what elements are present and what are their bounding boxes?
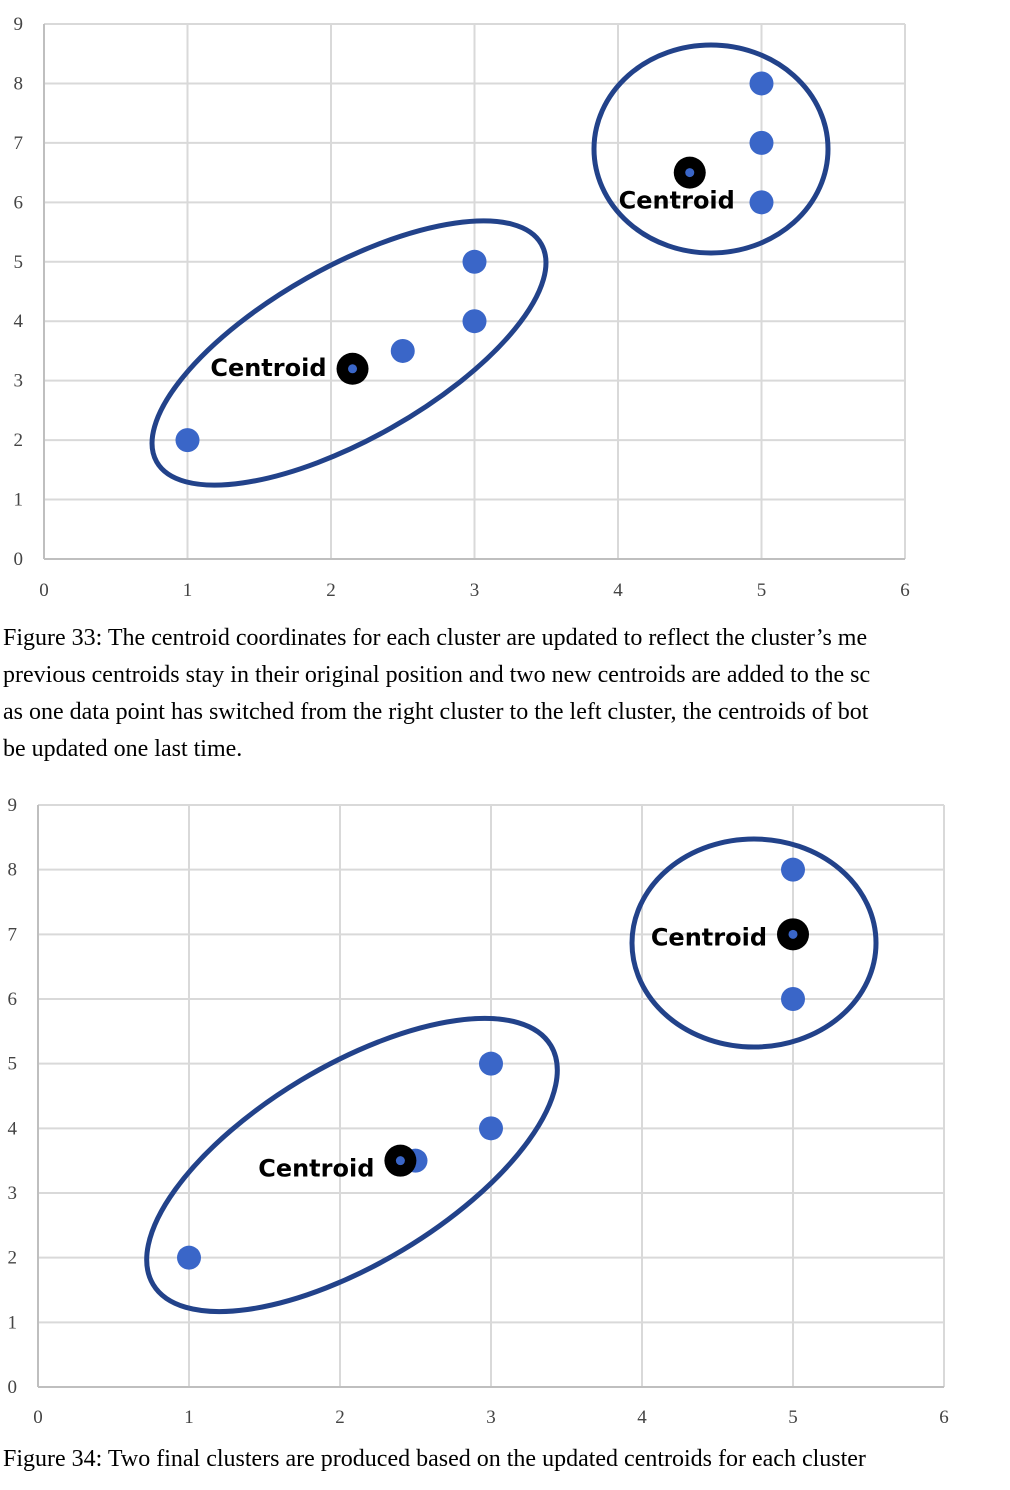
y-tick-label: 9 (8, 795, 18, 816)
y-tick-label: 5 (14, 252, 24, 273)
x-tick-label: 5 (788, 1407, 798, 1428)
x-tick-label: 0 (33, 1407, 43, 1428)
x-tick-label: 3 (470, 580, 480, 600)
centroid-marker-dot (348, 364, 358, 374)
x-tick-label: 1 (184, 1407, 194, 1428)
centroid-marker-dot (395, 1156, 405, 1166)
y-tick-label: 2 (8, 1248, 18, 1269)
y-tick-label: 3 (14, 371, 24, 392)
x-tick-label: 2 (326, 580, 336, 600)
y-tick-label: 8 (8, 860, 18, 881)
y-tick-label: 4 (14, 311, 24, 332)
y-tick-label: 6 (14, 192, 24, 213)
y-tick-label: 0 (8, 1377, 18, 1398)
caption-line: as one data point has switched from the … (3, 699, 869, 725)
x-tick-label: 6 (939, 1407, 949, 1428)
x-tick-label: 6 (900, 580, 910, 600)
data-point (177, 1245, 201, 1270)
data-point (781, 857, 805, 882)
cluster-ellipse (144, 1015, 560, 1315)
centroid-label: Centroid (619, 187, 735, 215)
data-point (462, 309, 487, 334)
y-tick-label: 8 (14, 73, 24, 94)
centroid-label: Centroid (210, 354, 326, 382)
data-point (749, 130, 774, 155)
data-point (479, 1051, 503, 1076)
cluster-ellipse (149, 218, 549, 488)
x-tick-label: 4 (637, 1407, 647, 1428)
x-tick-label: 0 (39, 580, 49, 600)
data-point (175, 428, 200, 453)
y-tick-label: 6 (8, 989, 18, 1010)
data-point (749, 71, 774, 96)
y-tick-label: 7 (8, 924, 18, 945)
cluster-ellipse (591, 42, 831, 256)
caption-line: Figure 33: The centroid coordinates for … (3, 625, 868, 651)
y-tick-label: 2 (14, 430, 24, 451)
caption-line: be updated one last time. (3, 736, 243, 762)
scatter-chart-figure-34: 0 1 2 3 4 5 6 7 8 9 0 1 2 3 4 5 6 Centroid Centroid (8, 795, 949, 1428)
x-tick-label: 3 (486, 1407, 496, 1428)
y-tick-label: 4 (8, 1118, 18, 1139)
data-point (390, 338, 415, 363)
x-tick-label: 2 (335, 1407, 345, 1428)
caption-line: previous centroids stay in their origina… (3, 662, 871, 688)
y-tick-label: 1 (14, 490, 24, 511)
y-tick-label: 5 (8, 1054, 18, 1075)
figure-34-caption: Figure 34: Two final clusters are produc… (3, 1441, 1010, 1478)
x-tick-label: 4 (613, 580, 623, 600)
y-tick-label: 1 (8, 1312, 18, 1333)
figure-33-caption: Figure 33: The centroid coordinates for … (3, 620, 1010, 768)
scatter-chart-figure-33: 0 1 2 3 4 5 6 7 8 9 0 1 2 3 4 5 6 Centroid Centroid (14, 14, 910, 600)
x-tick-label: 5 (757, 580, 767, 600)
centroid-label: Centroid (258, 1155, 374, 1183)
data-point (781, 987, 805, 1011)
y-tick-label: 9 (14, 14, 24, 35)
centroid-marker-dot (788, 929, 798, 939)
caption-line: Figure 34: Two final clusters are produc… (3, 1446, 866, 1472)
y-tick-label: 7 (14, 133, 24, 154)
centroid-label: Centroid (651, 923, 767, 951)
centroid-marker-dot (685, 168, 695, 178)
y-tick-label: 0 (14, 549, 24, 570)
x-tick-label: 1 (183, 580, 193, 600)
data-point (462, 249, 487, 274)
cluster-ellipse (629, 836, 879, 1050)
y-tick-label: 3 (8, 1183, 18, 1204)
data-point (749, 190, 774, 215)
data-point (479, 1116, 503, 1141)
